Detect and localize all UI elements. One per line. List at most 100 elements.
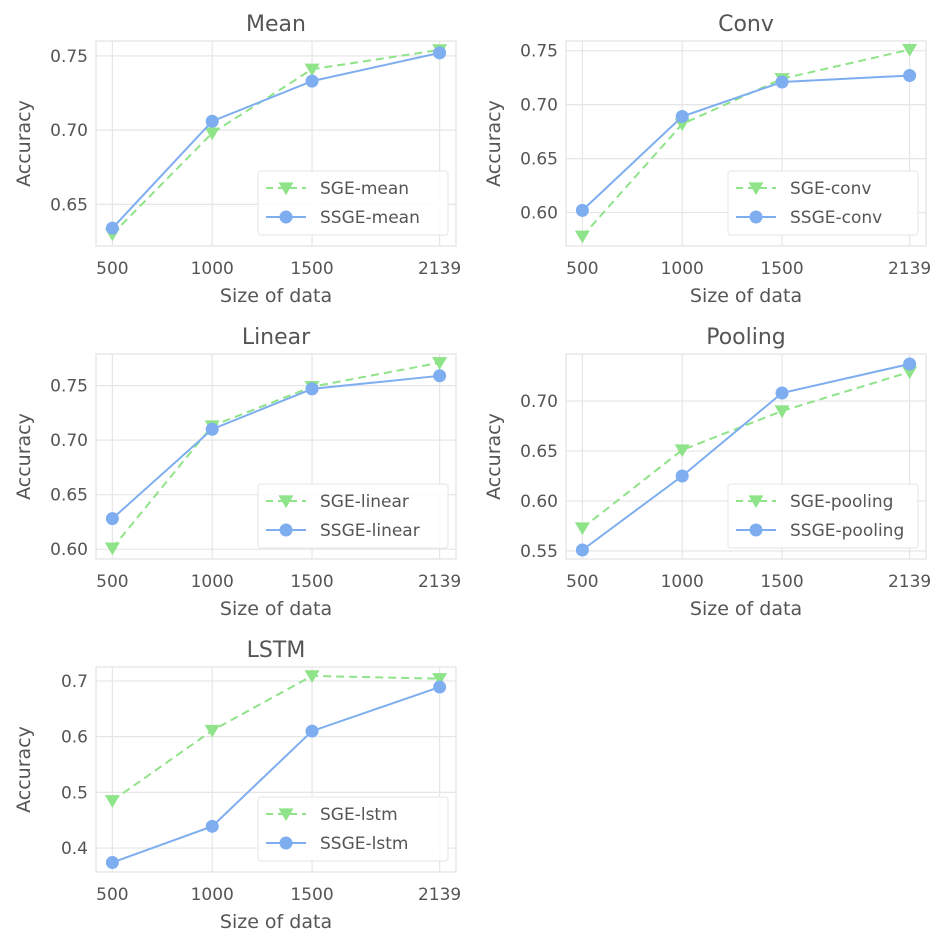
- data-point-sge: [674, 444, 690, 458]
- y-axis-label: Accuracy: [483, 100, 505, 187]
- y-tick-label: 0.65: [50, 486, 88, 506]
- data-point-ssge: [433, 46, 447, 60]
- y-tick-label: 0.60: [520, 204, 558, 224]
- y-tick-label: 0.4: [61, 839, 88, 859]
- x-tick-label: 2139: [418, 572, 461, 592]
- x-tick-label: 1500: [290, 572, 333, 592]
- legend-marker-ssge: [279, 210, 293, 224]
- data-point-ssge: [305, 382, 319, 396]
- data-point-sge: [104, 542, 120, 556]
- y-tick-label: 0.7: [61, 672, 88, 692]
- legend-label: SSGE-mean: [320, 208, 420, 228]
- data-point-ssge: [105, 221, 119, 235]
- x-tick-label: 1500: [760, 572, 803, 592]
- x-tick-label: 500: [96, 259, 128, 279]
- data-point-sge: [204, 127, 220, 141]
- legend-label: SSGE-lstm: [320, 834, 408, 854]
- series-line-sge: [111, 674, 440, 802]
- x-tick-label: 500: [566, 572, 598, 592]
- data-point-sge: [902, 366, 918, 380]
- data-point-sge: [902, 44, 918, 57]
- legend-marker-sge: [278, 808, 294, 822]
- x-tick-label: 1000: [191, 885, 234, 905]
- data-point-ssge: [305, 724, 319, 738]
- y-axis-label: Accuracy: [13, 413, 35, 500]
- series-line-ssge: [581, 363, 910, 551]
- y-tick-label: 0.70: [50, 431, 88, 451]
- chart-title: Linear: [242, 325, 311, 350]
- x-axis-label: Size of data: [220, 285, 332, 307]
- data-point-ssge: [305, 74, 319, 88]
- y-tick-label: 0.55: [520, 542, 558, 562]
- legend-label: SSGE-linear: [320, 521, 420, 541]
- data-point-sge: [104, 795, 120, 808]
- x-tick-label: 2139: [418, 259, 461, 279]
- x-tick-label: 500: [96, 572, 128, 592]
- y-tick-label: 0.70: [520, 392, 558, 412]
- x-tick-label: 500: [96, 885, 128, 905]
- y-tick-label: 0.65: [50, 195, 88, 215]
- subplot-mean: Mean 500 1000 1500 2139 0.65 0.70 0.75 Size of d…: [13, 12, 461, 307]
- legend-label: SGE-pooling: [790, 492, 893, 512]
- y-axis-label: Accuracy: [13, 726, 35, 813]
- y-tick-label: 0.5: [61, 783, 88, 803]
- legend-marker-ssge: [749, 523, 763, 537]
- series-line-ssge: [112, 686, 440, 864]
- x-axis-label: Size of data: [690, 285, 802, 307]
- data-point-sge: [304, 63, 320, 77]
- data-point-ssge: [775, 386, 789, 400]
- x-tick-label: 1000: [191, 259, 234, 279]
- y-axis-label: Accuracy: [483, 413, 505, 500]
- y-tick-label: 0.6: [61, 728, 88, 748]
- plot-frame: [95, 40, 457, 247]
- series-line-ssge: [581, 74, 910, 212]
- legend: SGE-linear SSGE-linear: [257, 483, 449, 549]
- subplot-pooling: Pooling 500 1000 1500 2139 0.55 0.60 0.65 0.70 Si…: [483, 325, 931, 620]
- x-axis-label: Size of data: [220, 598, 332, 620]
- data-point-ssge: [903, 69, 917, 83]
- y-tick-label: 0.60: [50, 540, 88, 560]
- legend-marker-sge: [748, 495, 764, 509]
- data-point-ssge: [575, 203, 589, 217]
- y-tick-label: 0.70: [50, 121, 88, 141]
- legend-marker-ssge: [279, 523, 293, 537]
- subplot-conv: Conv 500 1000 1500 2139 0.60 0.65 0.70 0.75 Size …: [483, 12, 931, 307]
- series-line-sge: [581, 371, 910, 529]
- legend-label: SGE-mean: [320, 179, 409, 199]
- x-axis-label: Size of data: [690, 598, 802, 620]
- legend-label: SGE-linear: [320, 492, 409, 512]
- x-tick-label: 1000: [661, 259, 704, 279]
- data-point-ssge: [205, 114, 219, 128]
- data-point-ssge: [433, 680, 447, 694]
- data-point-sge: [574, 230, 590, 244]
- x-tick-label: 1500: [290, 259, 333, 279]
- data-point-sge: [774, 405, 790, 419]
- y-tick-label: 0.75: [50, 47, 88, 67]
- x-tick-label: 2139: [418, 885, 461, 905]
- data-point-ssge: [105, 512, 119, 526]
- data-point-ssge: [205, 422, 219, 436]
- x-tick-label: 1000: [191, 572, 234, 592]
- data-point-ssge: [433, 369, 447, 383]
- legend-marker-ssge: [279, 836, 293, 850]
- data-point-ssge: [205, 819, 219, 833]
- data-point-ssge: [775, 75, 789, 89]
- x-tick-label: 1000: [661, 572, 704, 592]
- x-tick-label: 1500: [290, 885, 333, 905]
- legend: SGE-lstm SSGE-lstm: [257, 796, 449, 862]
- x-tick-label: 2139: [888, 259, 931, 279]
- plot-frame: [95, 353, 457, 560]
- data-point-ssge: [675, 110, 689, 124]
- series-line-sge: [581, 48, 910, 237]
- subplot-lstm: LSTM 500 1000 1500 2139 0.4 0.5 0.6 0.7 Size of d…: [13, 638, 461, 933]
- x-axis-label: Size of data: [220, 911, 332, 933]
- series-line-sge: [111, 361, 440, 549]
- data-point-ssge: [903, 357, 917, 371]
- x-tick-label: 1500: [760, 259, 803, 279]
- chart-title: Pooling: [706, 325, 786, 350]
- legend-label: SGE-conv: [790, 179, 871, 199]
- series-line-ssge: [111, 51, 440, 229]
- chart-title: LSTM: [247, 638, 306, 663]
- plot-frame: [95, 666, 457, 873]
